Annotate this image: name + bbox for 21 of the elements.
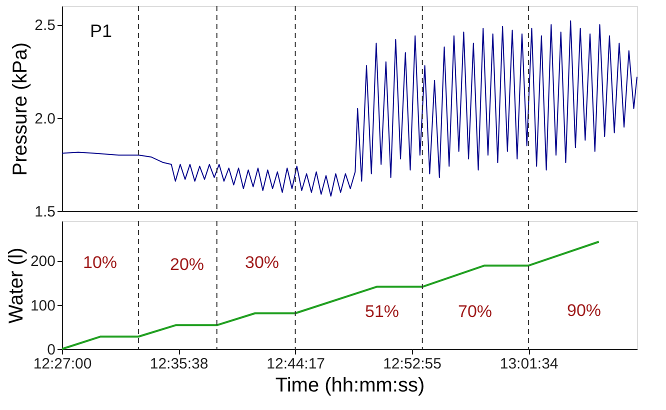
y-tick-label: 2.5	[34, 17, 56, 34]
annotation: 30%	[244, 253, 280, 272]
y-tick-label: 0	[47, 342, 56, 358]
x-tick-label: 12:35:38	[150, 356, 208, 372]
y-tick-label: 2.0	[34, 110, 56, 128]
x-tick-label: 12:52:55	[383, 356, 442, 372]
x-tick-label: 12:27:00	[33, 356, 92, 372]
y-tick-label: 100	[30, 297, 56, 314]
annotation: 51%	[364, 302, 400, 321]
x-axis-title: Time (hh:mm:ss)	[275, 374, 425, 396]
x-tick-label: 13:01:34	[500, 356, 558, 372]
annotation: 90%	[566, 301, 602, 320]
annotation: 70%	[458, 302, 492, 321]
y-axis-title: Pressure (kPa)	[10, 42, 32, 176]
y-tick-label: 200	[30, 253, 56, 270]
y-axis-title: Water (l)	[5, 248, 28, 324]
annotation: P1	[90, 21, 112, 41]
x-tick-label: 12:44:17	[266, 356, 326, 372]
annotation: 20%	[170, 255, 204, 274]
annotation: 10%	[82, 253, 118, 272]
y-tick-label: 1.5	[34, 204, 56, 220]
